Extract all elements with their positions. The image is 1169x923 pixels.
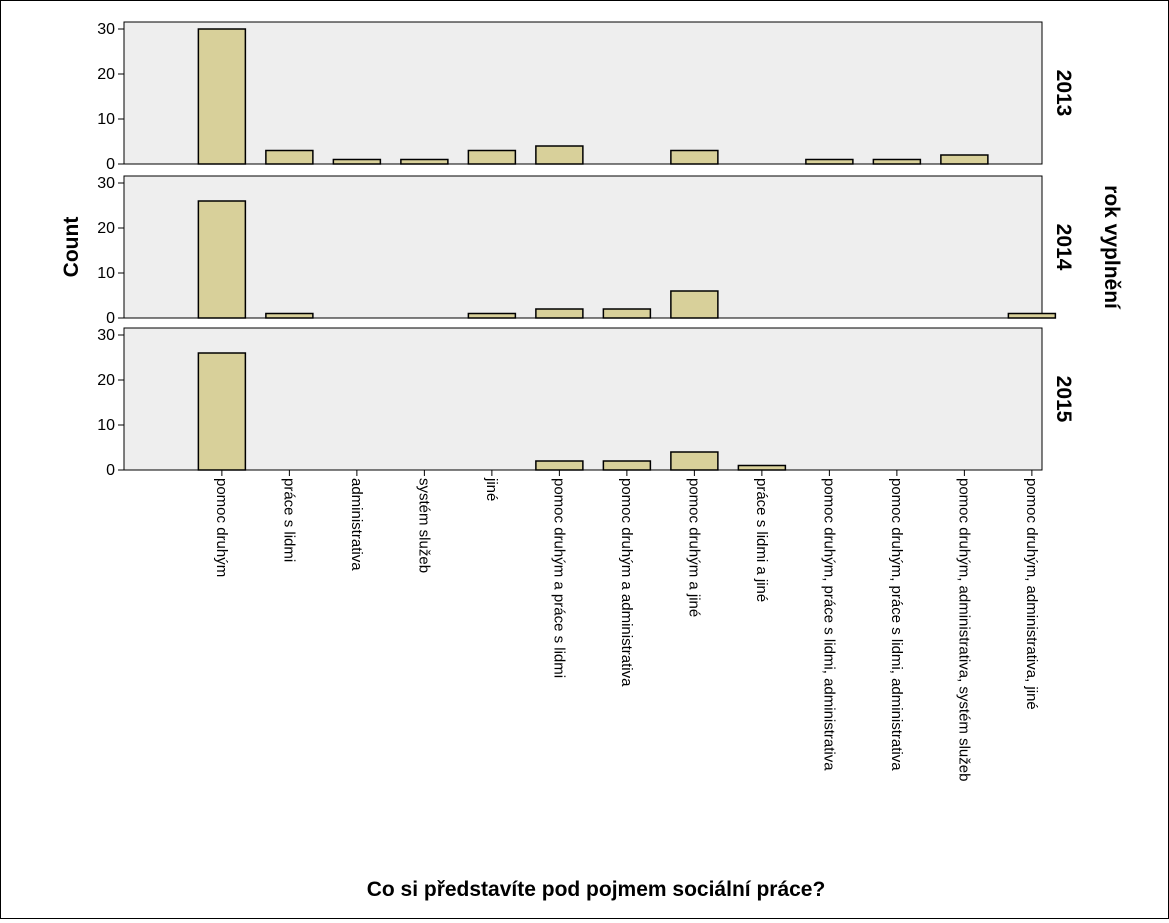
category-labels: pomoc druhým práce s lidmi administrativa s… [213, 470, 1040, 781]
panel-background [123, 327, 1043, 471]
bar [670, 290, 719, 319]
y-axis-title: Count [60, 217, 83, 278]
chart-panels: 0 10 20 30 2013 0 10 20 30 2014 0 10 20 30 2015 [97, 21, 1075, 479]
y-tick-label: 20 [97, 372, 115, 389]
bar [535, 145, 584, 165]
y-tick-label: 20 [97, 66, 115, 83]
x-axis-title: Co si představíte pod pojmem sociální pr… [367, 878, 826, 901]
category-label: pomoc druhým, práce s lidmi, administrat… [888, 478, 905, 771]
category-label: pomoc druhým a jiné [685, 478, 702, 617]
y-tick-label: 30 [97, 327, 115, 344]
bar [265, 149, 314, 165]
category-label: administrativa [348, 478, 365, 571]
panel-label: 2013 [1052, 70, 1075, 117]
y-tick-label: 30 [97, 175, 115, 192]
panel-2013: 0 10 20 30 2013 [97, 21, 1075, 173]
panel-background [123, 175, 1043, 319]
category-label: práce s lidmi [280, 478, 297, 562]
category-label: pomoc druhým, administrativa, systém slu… [955, 478, 972, 781]
bar [805, 158, 854, 165]
bar [737, 464, 787, 471]
bar [197, 352, 247, 471]
panel-label: 2015 [1052, 376, 1075, 423]
bar [265, 312, 314, 319]
bar [940, 154, 989, 165]
bar [670, 451, 719, 471]
y-tick-label: 30 [97, 21, 115, 38]
category-label: pomoc druhým a administrativa [618, 478, 635, 687]
bar [332, 158, 382, 165]
bar [602, 460, 652, 471]
y-tick-label: 0 [106, 462, 115, 479]
y-tick-label: 0 [106, 310, 115, 327]
category-label: jiné [483, 477, 500, 501]
bar [197, 28, 247, 165]
bar [602, 308, 652, 319]
bar [535, 460, 584, 471]
y-tick-label: 10 [97, 417, 115, 434]
category-label: práce s lidmi a jiné [753, 478, 770, 602]
panel-background [123, 21, 1043, 165]
y-tick-label: 0 [106, 156, 115, 173]
y-tick-label: 10 [97, 111, 115, 128]
bar [467, 312, 517, 319]
panel-2015: 0 10 20 30 2015 [97, 327, 1075, 479]
bar [467, 149, 517, 165]
category-label: systém služeb [415, 478, 432, 573]
y-tick-label: 10 [97, 265, 115, 282]
bar [197, 200, 247, 319]
category-label: pomoc druhým, administrativa, jiné [1023, 478, 1040, 710]
category-label: pomoc druhým a práce s lidmi [550, 478, 567, 678]
bar [670, 149, 719, 165]
category-label: pomoc druhým, práce s lidmi, administrat… [820, 478, 837, 771]
y-tick-label: 20 [97, 220, 115, 237]
bar [535, 308, 584, 319]
bar [872, 158, 922, 165]
panel-2014: 0 10 20 30 2014 [97, 175, 1075, 327]
bar [1007, 312, 1057, 319]
panel-label: 2014 [1052, 224, 1075, 271]
bar [400, 158, 449, 165]
category-label: pomoc druhým [213, 478, 230, 577]
facet-axis-title: rok vyplnění [1100, 185, 1123, 310]
